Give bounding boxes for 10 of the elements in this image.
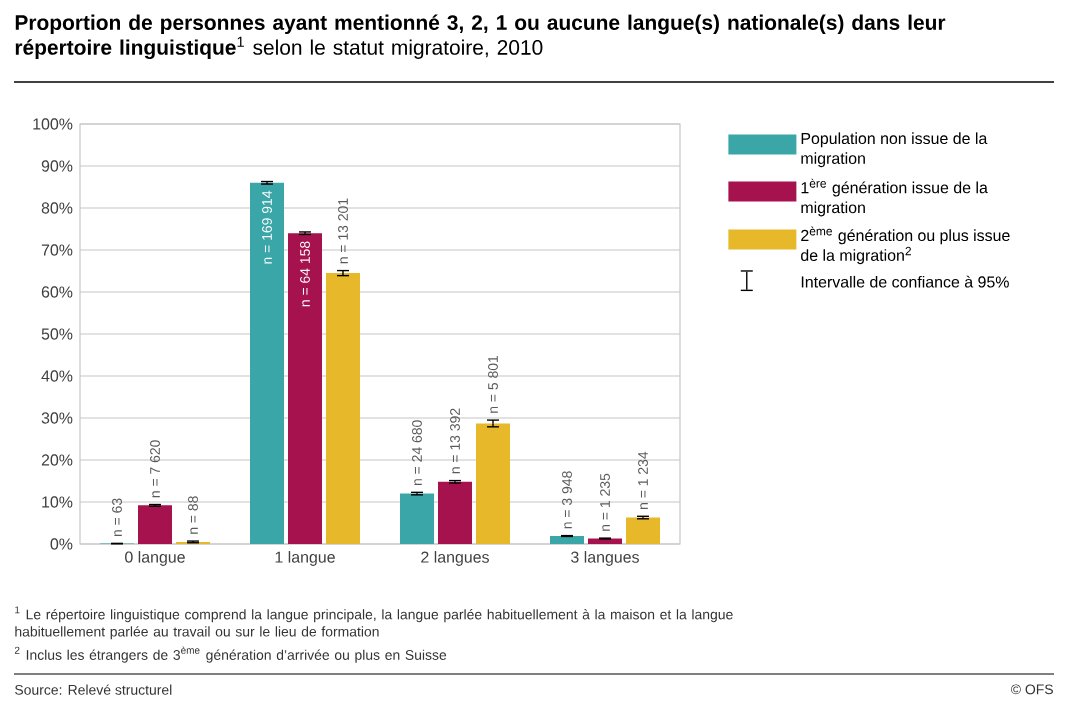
bar xyxy=(138,505,172,545)
bar xyxy=(438,481,472,545)
bar xyxy=(626,517,661,545)
chart-title: Proportion de personnes ayant mentionné 3, 2, 1 ou aucune langue(s) nationale(s) dans leur répertoire linguistique$^{1}$ selon le statut migratoire, 2010 xyxy=(15,14,946,60)
bar xyxy=(550,536,584,545)
bar xyxy=(400,493,434,545)
bar xyxy=(250,182,284,545)
bar xyxy=(326,273,360,545)
bar xyxy=(288,233,322,545)
bar xyxy=(476,423,510,545)
